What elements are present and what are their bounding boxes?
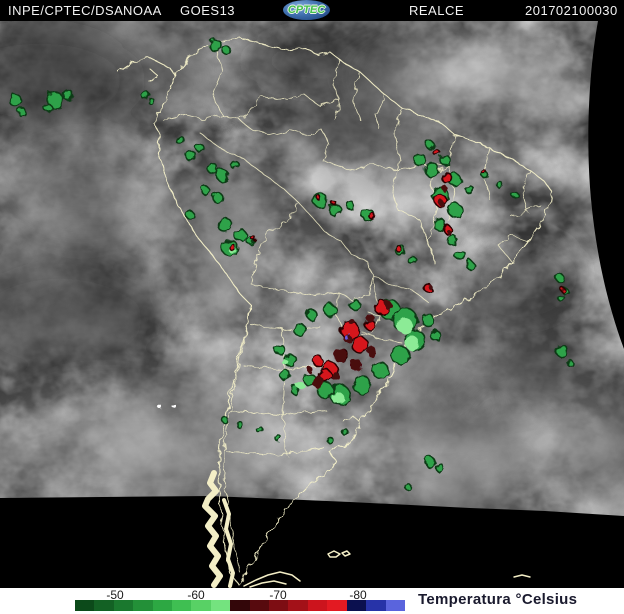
falkland-islands-outline — [327, 550, 351, 558]
legend-tick--80: -80 — [349, 588, 367, 602]
agency-label: INPE/CPTEC/DSA — [8, 3, 124, 18]
title-bar: INPE/CPTEC/DSA NOAA GOES13 CPTEC REALCE … — [0, 0, 624, 21]
product-label: REALCE — [409, 3, 465, 18]
enhancement-cells-layer — [8, 38, 574, 491]
satellite-map-svg — [0, 21, 624, 588]
satellite-image — [0, 21, 624, 588]
temperature-legend: -50 -60 -70 -80 Temperatura °Celsius — [0, 588, 624, 614]
south-georgia-outline — [513, 574, 531, 578]
legend-title: Temperatura °Celsius — [418, 591, 578, 608]
cptec-logo-text: CPTEC — [287, 4, 326, 16]
temperature-colorbar — [75, 600, 405, 611]
org-label: NOAA — [123, 3, 162, 18]
legend-tick--50: -50 — [106, 588, 124, 602]
limb-dark-region — [0, 21, 624, 588]
satellite-label: GOES13 — [180, 3, 236, 18]
legend-tick--60: -60 — [187, 588, 205, 602]
cptec-logo: CPTEC — [283, 0, 330, 20]
legend-tick--70: -70 — [269, 588, 287, 602]
timestamp-label: 201702100030 — [525, 3, 618, 18]
cloud-texture-layer — [0, 21, 624, 588]
snow-ice-outline — [202, 470, 531, 588]
